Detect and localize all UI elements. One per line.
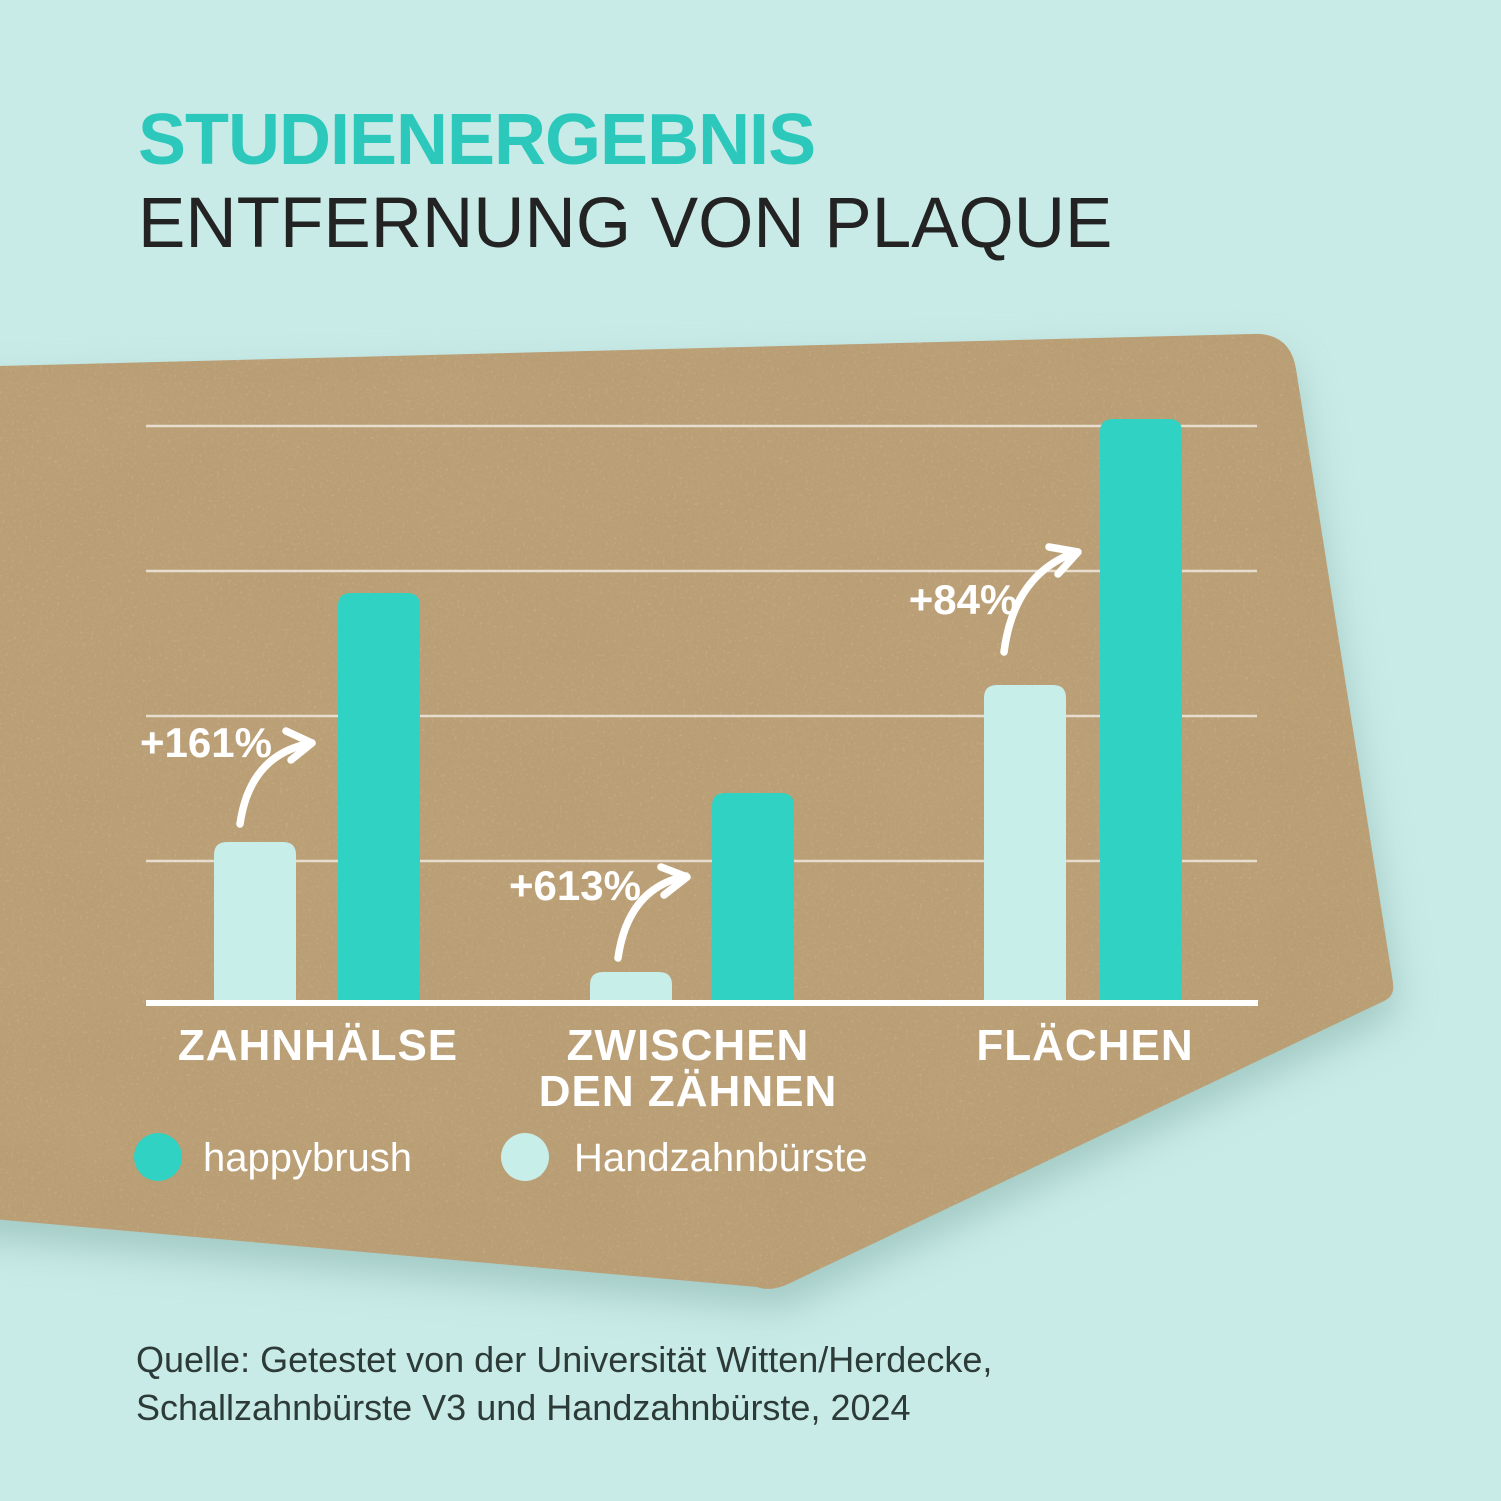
bar-handzahnbürste-0 [214, 842, 296, 1003]
category-labels: ZAHNHÄLSE ZWISCHEN DEN ZÄHNEN FLÄCHEN [178, 1021, 1193, 1116]
source-line-2: Schallzahnbürste V3 und Handzahnbürste, … [136, 1386, 911, 1428]
title-accent-line: STUDIENERGEBNIS [138, 100, 816, 180]
source-note: Quelle: Getestet von der Universität Wit… [136, 1336, 992, 1432]
improvement-annotations: +161% +613% +84% [140, 543, 1082, 962]
title-main-line: ENTFERNUNG VON PLAQUE [138, 184, 1113, 264]
legend-label-0: happybrush [203, 1136, 412, 1180]
improvement-label-1: +613% [509, 862, 641, 909]
bar-handzahnbürste-2 [984, 685, 1066, 1003]
page-title: STUDIENERGEBNIS ENTFERNUNG VON PLAQUE [138, 102, 1112, 262]
bar-happybrush-0 [338, 593, 420, 1003]
curved-arrow-icon [614, 872, 690, 962]
legend-dot-icon [501, 1133, 549, 1181]
improvement-label-0: +161% [140, 719, 272, 766]
category-label-0: ZAHNHÄLSE [178, 1021, 458, 1070]
category-label-1: ZWISCHEN DEN ZÄHNEN [539, 1021, 837, 1116]
curved-arrow-icon [236, 739, 316, 828]
arrowhead-icon [282, 727, 316, 764]
source-line-1: Quelle: Getestet von der Universität Wit… [136, 1339, 993, 1380]
bar-happybrush-1 [712, 793, 794, 1003]
category-label-2: FLÄCHEN [976, 1021, 1193, 1070]
bars [214, 419, 1182, 1003]
arrowhead-icon [657, 863, 691, 899]
gridlines [146, 424, 1257, 863]
bar-happybrush-2 [1100, 419, 1182, 1003]
legend-dot-icon [134, 1133, 182, 1181]
legend-label-1: Handzahnbürste [574, 1136, 868, 1180]
legend: happybrush Handzahnbürste [134, 1133, 868, 1181]
arrowhead-icon [1045, 543, 1082, 578]
bar-handzahnbürste-1 [590, 972, 672, 1003]
curved-arrow-icon [1000, 548, 1080, 656]
improvement-label-2: +84% [909, 576, 1018, 623]
